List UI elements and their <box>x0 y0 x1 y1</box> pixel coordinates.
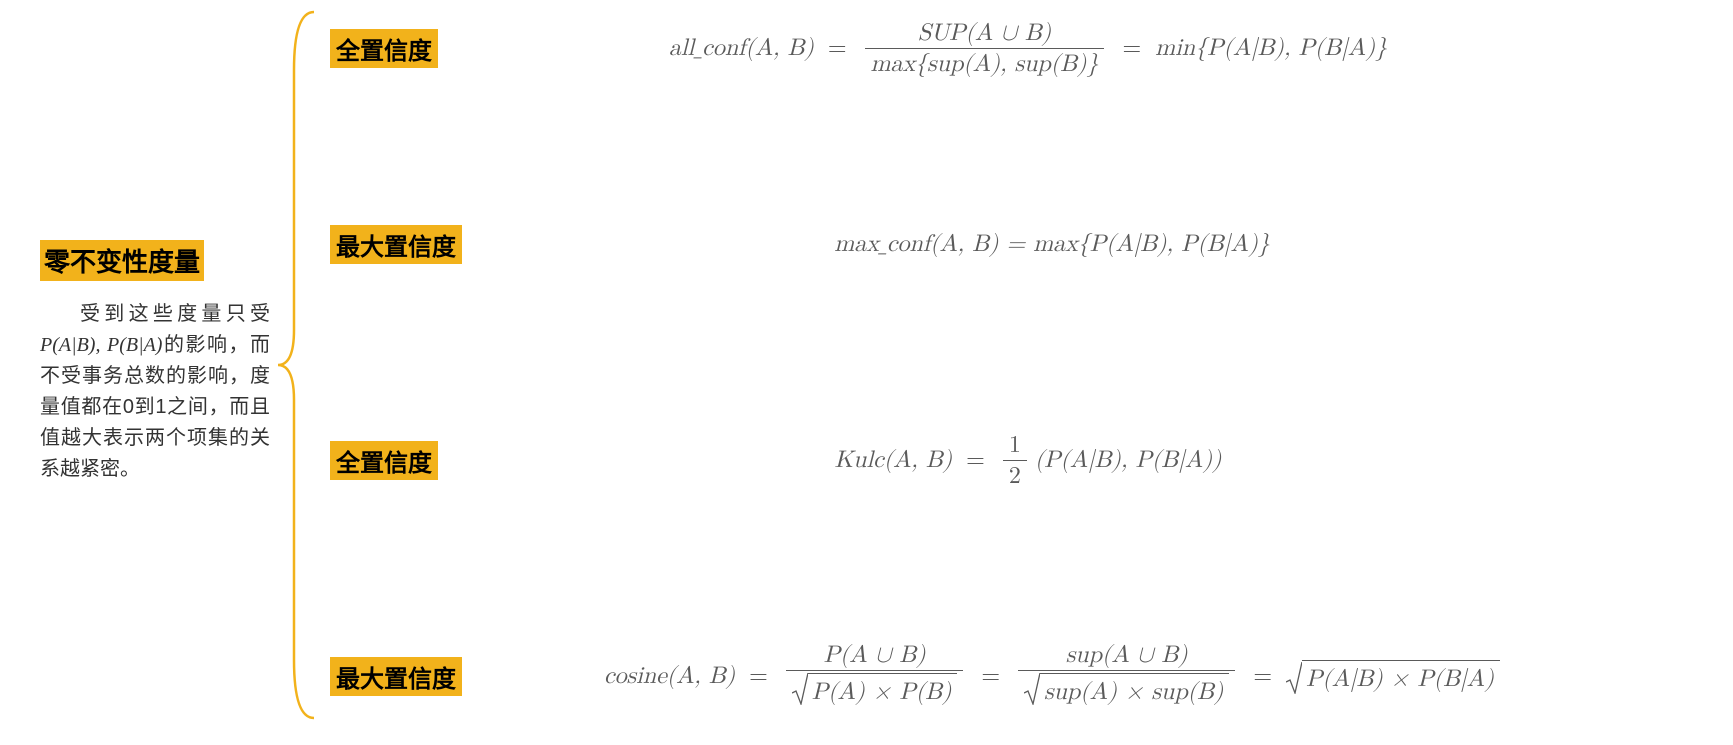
equals-sign: = <box>818 34 857 63</box>
denominator: P(A) × P(B) <box>786 671 964 713</box>
root-description: 受到这些度量只受P(A|B), P(B|A)的影响，而不受事务总数的影响，度量值… <box>40 299 270 485</box>
rows-container: 全置信度 all_conf(A, B) = SUP(A ∪ B) max{sup… <box>330 0 1710 745</box>
rhs: min{P(A|B), P(B|A)} <box>1155 34 1387 63</box>
radical-icon <box>792 673 808 705</box>
sqrt-body: P(A) × P(B) <box>808 673 958 705</box>
sqrt-body: sup(A) × sup(B) <box>1040 673 1229 705</box>
sqrt: sup(A) × sup(B) <box>1024 673 1229 705</box>
brace-icon <box>276 10 316 720</box>
fraction-1: P(A ∪ B) P(A) × P(B) <box>786 640 964 714</box>
row-all-conf: 全置信度 all_conf(A, B) = SUP(A ∪ B) max{sup… <box>330 18 1578 80</box>
expr: max_conf(A, B) = max{P(A|B), P(B|A)} <box>834 230 1270 259</box>
numerator: sup(A ∪ B) <box>1060 640 1194 670</box>
radical-icon <box>1286 662 1302 694</box>
equals-sign: = <box>956 446 995 475</box>
formula-wrap: max_conf(A, B) = max{P(A|B), P(B|A)} <box>502 230 1602 259</box>
lhs: cosine(A, B) <box>604 662 735 691</box>
formula-max-conf: max_conf(A, B) = max{P(A|B), P(B|A)} <box>834 230 1270 259</box>
tail: (P(A|B), P(B|A)) <box>1035 446 1222 475</box>
row-label: 最大置信度 <box>330 657 462 696</box>
desc-math: P(A|B), P(B|A) <box>40 334 162 356</box>
numerator: SUP(A ∪ B) <box>912 18 1057 48</box>
denominator: 2 <box>1003 461 1027 491</box>
row-label: 最大置信度 <box>330 225 462 264</box>
root-title: 零不变性度量 <box>40 240 204 281</box>
root-block: 零不变性度量 受到这些度量只受P(A|B), P(B|A)的影响，而不受事务总数… <box>40 240 270 485</box>
row-label: 全置信度 <box>330 441 438 480</box>
numerator: 1 <box>1003 430 1027 460</box>
sqrt: P(A) × P(B) <box>792 673 958 705</box>
row-max-conf: 最大置信度 max_conf(A, B) = max{P(A|B), P(B|A… <box>330 225 1602 264</box>
denominator: sup(A) × sup(B) <box>1018 671 1235 713</box>
sqrt-rhs: P(A|B) × P(B|A) <box>1286 660 1500 694</box>
fraction: SUP(A ∪ B) max{sup(A), sup(B)} <box>865 18 1105 80</box>
formula-kulc: Kulc(A, B) = 1 2 (P(A|B), P(B|A)) <box>834 430 1221 492</box>
row-cosine: 最大置信度 cosine(A, B) = P(A ∪ B) P(A) × P(B… <box>330 640 1602 714</box>
formula-wrap: Kulc(A, B) = 1 2 (P(A|B), P(B|A)) <box>478 430 1578 492</box>
numerator: P(A ∪ B) <box>818 640 932 670</box>
row-label: 全置信度 <box>330 29 438 68</box>
equals-sign: = <box>971 662 1010 691</box>
lhs: all_conf(A, B) <box>669 34 814 63</box>
equals-sign: = <box>1243 662 1282 691</box>
equals-sign: = <box>1112 34 1151 63</box>
sqrt-body: P(A|B) × P(B|A) <box>1302 660 1500 694</box>
formula-cosine: cosine(A, B) = P(A ∪ B) P(A) × P(B) = su… <box>604 640 1500 714</box>
fraction-2: sup(A ∪ B) sup(A) × sup(B) <box>1018 640 1235 714</box>
formula-wrap: all_conf(A, B) = SUP(A ∪ B) max{sup(A), … <box>478 18 1578 80</box>
radical-icon <box>1024 673 1040 705</box>
denominator: max{sup(A), sup(B)} <box>865 49 1105 79</box>
equals-sign: = <box>739 662 778 691</box>
fraction-half: 1 2 <box>1003 430 1027 492</box>
row-kulc: 全置信度 Kulc(A, B) = 1 2 (P(A|B), P(B|A)) <box>330 430 1578 492</box>
formula-all-conf: all_conf(A, B) = SUP(A ∪ B) max{sup(A), … <box>669 18 1387 80</box>
desc-part-1: 受到这些度量只受 <box>80 303 270 325</box>
formula-wrap: cosine(A, B) = P(A ∪ B) P(A) × P(B) = su… <box>502 640 1602 714</box>
lhs: Kulc(A, B) <box>834 446 952 475</box>
